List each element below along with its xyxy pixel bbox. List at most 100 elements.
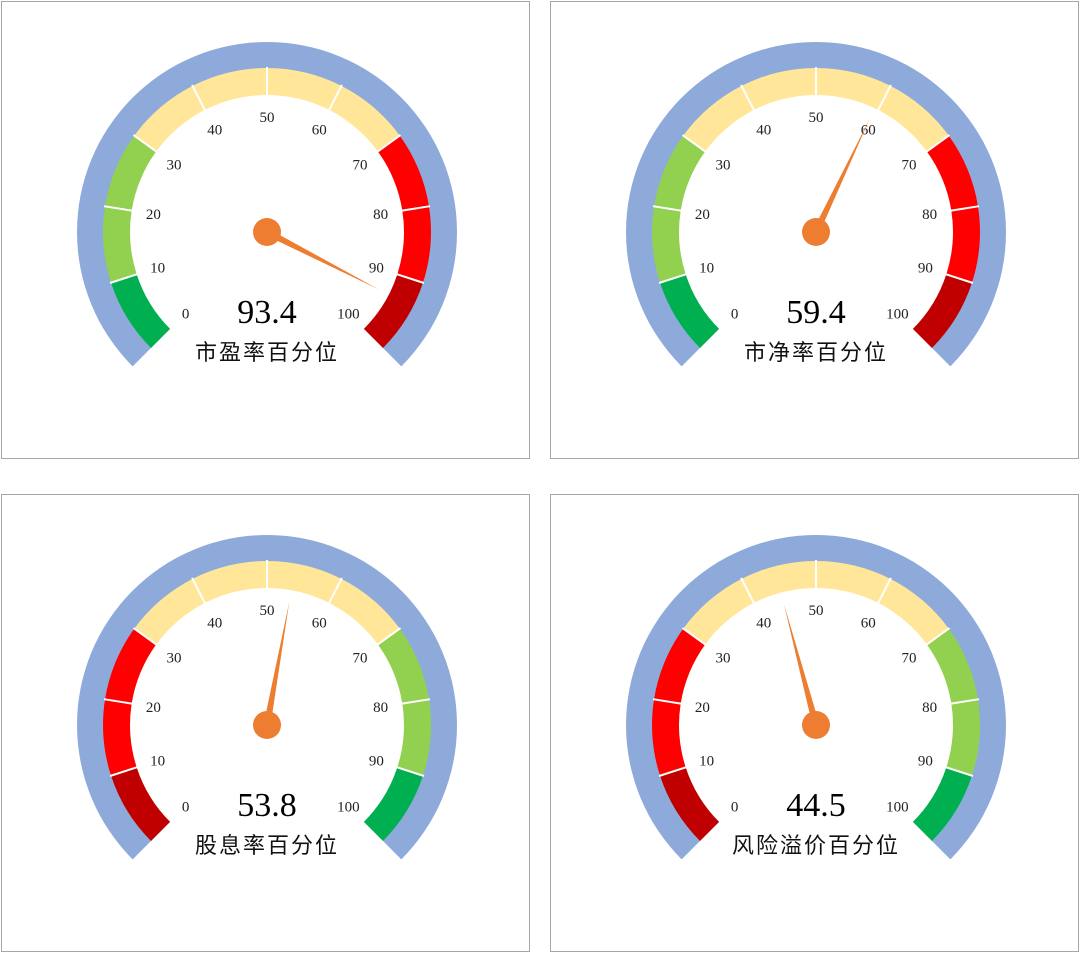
gauge-divider [103,205,133,212]
gauge-divider [652,698,682,705]
gauge-tick-label: 50 [260,110,275,126]
gauge-tick-label: 90 [918,261,933,277]
gauge-needle-hub [802,711,830,739]
gauge-divider [191,84,207,112]
gauge-tick-label: 60 [312,616,327,632]
gauge-band-0 [660,274,720,348]
gauge-needle [265,228,379,290]
gauge-tick-label: 80 [373,700,388,716]
gauge-label: 风险溢价百分位 [732,834,900,859]
gauge-tick-label: 50 [809,603,824,619]
gauge-band-4 [363,767,423,841]
gauge-tick-label: 0 [182,799,190,815]
gauge-divider [376,134,402,153]
gauge-band-4 [912,274,972,348]
gauge-divider [945,766,974,777]
gauge-divider [681,134,707,153]
gauge-tick-label: 90 [369,754,384,770]
gauge-tick-label: 70 [353,650,368,666]
gauge-tick-label: 60 [861,616,876,632]
gauge-divider [658,273,687,284]
gauge-band-2 [134,561,400,645]
gauge-band-3 [377,135,431,283]
gauge-outer-ring [626,535,1006,860]
gauge-panel-pe: 0 10 20 30 40 50 60 70 80 90 100 93.4 市盈率百分位 [1,1,530,459]
gauge-divider [681,627,707,646]
gauge-risk-premium: 0 10 20 30 40 50 60 70 80 90 100 44.5 风险溢价百分位 [626,535,1006,860]
gauge-tick-label: 0 [182,306,190,322]
gauge-divider [132,627,158,646]
gauge-panel-risk-premium: 0 10 20 30 40 50 60 70 80 90 100 44.5 风险溢价百分位 [550,494,1079,952]
gauge-outer-ring [77,535,458,860]
gauge-divider [652,205,682,212]
gauge-band-2 [683,561,949,645]
gauge-tick-label: 80 [922,207,937,223]
gauge-divider [740,84,756,112]
gauge-divider [740,577,756,605]
gauge-tick-label: 10 [150,754,165,770]
gauge-tick-label: 90 [369,261,384,277]
gauge-tick-label: 20 [695,700,710,716]
gauge-tick-label: 30 [715,157,730,173]
gauge-band-0 [111,767,171,841]
gauge-tick-label: 40 [207,123,222,139]
gauge-tick-label: 0 [731,306,739,322]
gauge-band-2 [134,68,400,152]
gauge-tick-label: 40 [756,123,771,139]
gauge-divider [950,698,980,705]
gauge-panel-pb: 0 10 20 30 40 50 60 70 80 90 100 59.4 市净率百分位 [550,1,1079,459]
gauge-tick-label: 10 [699,754,714,770]
gauge-label: 股息率百分位 [195,834,339,859]
gauge-tick-label: 70 [353,157,368,173]
gauge-band-3 [377,628,431,776]
gauge-divider [925,134,951,153]
gauge-needle [812,119,870,234]
gauge-divider [950,205,980,212]
gauge-tick-label: 70 [902,157,917,173]
gauge-tick-label: 30 [166,650,181,666]
gauge-pe: 0 10 20 30 40 50 60 70 80 90 100 93.4 市盈率百分位 [77,41,458,367]
gauge-value: 59.4 [786,294,846,331]
gauge-needle-hub [802,218,830,246]
gauge-needle [263,601,290,726]
gauge-tick-label: 30 [715,650,730,666]
gauge-tick-label: 50 [260,603,275,619]
gauge-tick-label: 20 [695,207,710,223]
gauge-divider [327,84,343,112]
gauge-band-3 [926,135,980,283]
gauge-divider [658,766,687,777]
gauge-tick-label: 10 [150,261,165,277]
gauge-tick-label: 10 [699,261,714,277]
gauge-needle [783,604,820,726]
gauge-divider [876,577,892,605]
gauge-band-1 [652,135,706,283]
gauge-outer-ring [626,41,1006,367]
gauge-tick-label: 30 [166,157,181,173]
gauge-divider [396,273,425,284]
gauge-divider [401,698,431,705]
gauge-tick-label: 100 [337,799,360,815]
gauge-band-4 [363,274,423,348]
gauge-divider [396,766,425,777]
gauge-band-1 [652,628,706,776]
gauge-panel-dividend: 0 10 20 30 40 50 60 70 80 90 100 53.8 股息率百分位 [1,494,530,952]
gauge-divider [191,577,207,605]
gauge-label: 市盈率百分位 [195,341,339,366]
gauge-tick-label: 80 [922,700,937,716]
gauge-band-1 [103,628,157,776]
gauge-band-0 [111,274,171,348]
gauge-tick-label: 100 [337,306,360,322]
gauge-tick-label: 20 [146,207,161,223]
gauge-tick-label: 20 [146,700,161,716]
gauge-label: 市净率百分位 [744,341,888,366]
gauge-tick-label: 80 [373,207,388,223]
gauge-tick-label: 70 [902,650,917,666]
gauge-band-1 [103,135,157,283]
gauge-tick-label: 90 [918,754,933,770]
gauge-divider [376,627,402,646]
gauge-value: 93.4 [237,294,297,331]
gauge-value: 53.8 [237,787,297,824]
gauge-tick-label: 40 [207,616,222,632]
gauge-needle-hub [253,218,281,246]
gauge-tick-label: 60 [861,123,876,139]
